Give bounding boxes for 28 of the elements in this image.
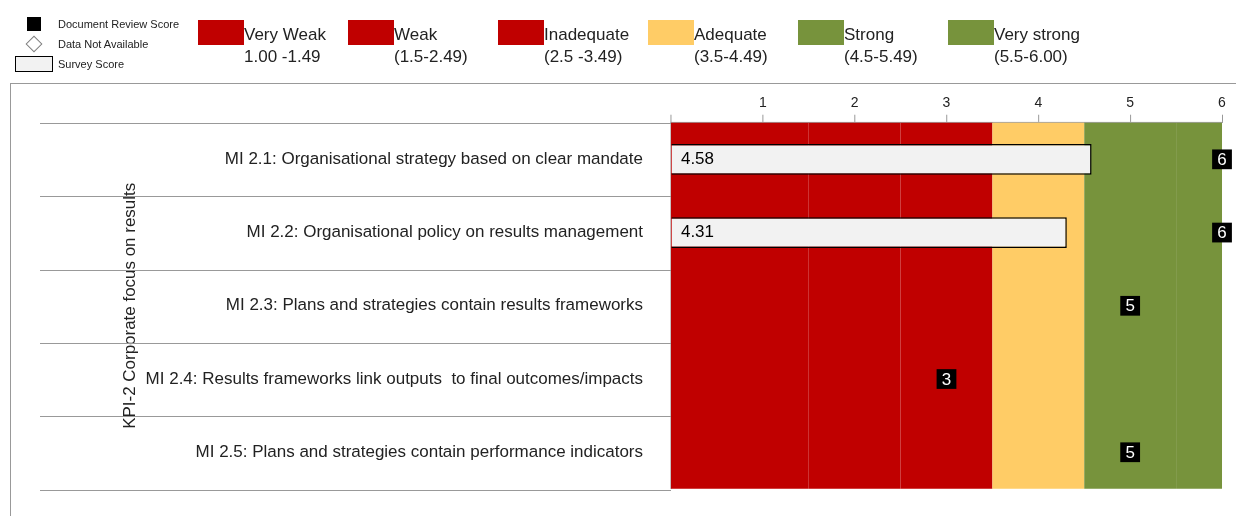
legend-label: Very Weak 1.00 -1.49 — [244, 24, 326, 68]
x-tick-label: 1 — [758, 94, 767, 111]
x-tick-label: 3 — [942, 94, 951, 111]
data-label: 4.58 — [680, 149, 715, 168]
data-label: 6 — [1217, 150, 1227, 169]
y-axis-title: KPI-2 Corporate focus on results — [119, 182, 139, 429]
legend-label: Data Not Available — [58, 38, 149, 50]
y-tick-label: MI 2.1: Organisational strategy based on clear mandate — [224, 149, 643, 168]
y-tick-label: MI 2.5: Plans and strategies contain performance indicators — [195, 441, 643, 461]
x-tick-label: 6 — [1218, 94, 1227, 111]
data-label: 5 — [1125, 296, 1135, 316]
data-label: 3 — [941, 369, 952, 389]
legend-label: Document Review Score — [58, 18, 180, 30]
y-tick-label: MI 2.4: Results frameworks link outputs to final outcomes/impacts — [145, 368, 643, 388]
y-tick-label: MI 2.2: Organisational policy on results management — [246, 222, 644, 242]
data-label: 5 — [1125, 442, 1135, 462]
legend-label: Inadequate (2.5 -3.49) — [544, 24, 630, 68]
legend-label: Very strong (5.5-6.00) — [994, 24, 1080, 68]
y-tick-label: MI 2.3: Plans and strategies contain results frameworks — [225, 295, 643, 315]
legend-label: Weak (1.5-2.49) — [394, 24, 468, 68]
data-label: 6 — [1217, 223, 1227, 243]
legend-label: Strong (4.5-5.49) — [844, 24, 918, 68]
legend-label: Adequate (3.5-4.49) — [694, 24, 768, 68]
x-tick-label: 5 — [1126, 94, 1135, 111]
x-tick-label: 2 — [850, 94, 859, 111]
x-tick-label: 4 — [1034, 94, 1043, 111]
data-label: 4.31 — [680, 222, 715, 242]
legend-label: Survey Score — [58, 58, 125, 70]
